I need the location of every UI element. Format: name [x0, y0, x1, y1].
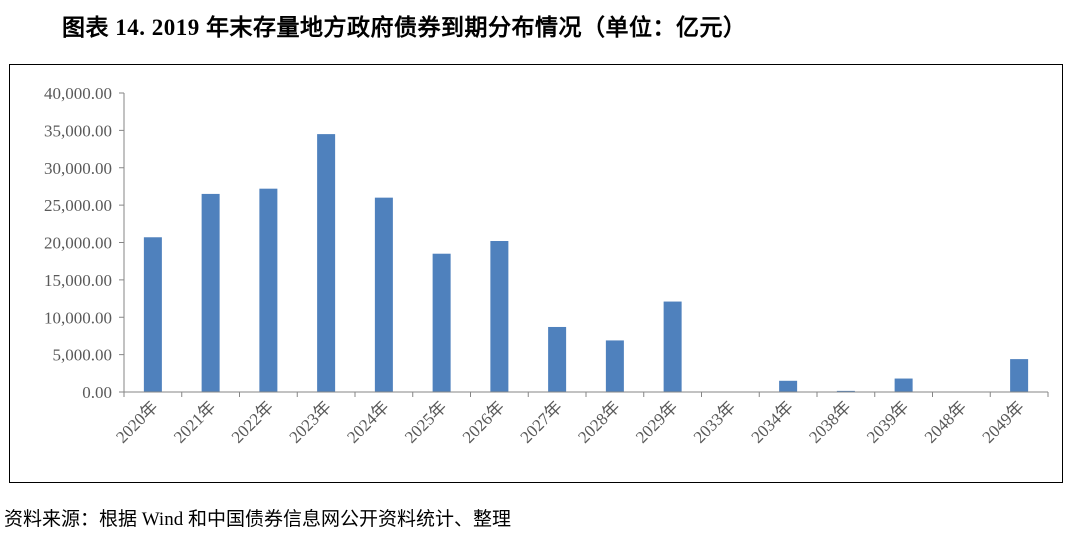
x-tick-label: 2025年 — [401, 397, 450, 446]
x-tick-label: 2020年 — [112, 397, 161, 446]
y-axis-ticks: 0.00 5,000.00 10,000.00 15,000.00 20,000.00 2… — [44, 84, 124, 402]
bar-2020年 — [143, 237, 162, 392]
bars — [143, 134, 1029, 393]
y-tick-label: 5,000.00 — [53, 346, 113, 365]
y-tick-label: 30,000.00 — [44, 159, 112, 178]
bar-2049年 — [1010, 359, 1029, 392]
x-tick-label: 2024年 — [343, 397, 392, 446]
x-axis-ticks: 2020年 2021年 2022年 2023年 2024年 2025年 2026年 2027年… — [112, 397, 1028, 446]
y-tick-label: 20,000.00 — [44, 234, 112, 253]
bar-2021年 — [201, 193, 220, 392]
bar-2029年 — [663, 301, 682, 392]
bar-2026年 — [490, 241, 509, 392]
axes — [123, 93, 1049, 397]
x-tick-label: 2028年 — [574, 397, 623, 446]
y-tick-label: 10,000.00 — [44, 308, 112, 327]
y-tick-label: 40,000.00 — [44, 84, 112, 103]
bar-2039年 — [894, 378, 913, 392]
y-tick-label: 35,000.00 — [44, 121, 112, 140]
x-tick-label: 2049年 — [978, 397, 1027, 446]
bar-2023年 — [317, 134, 336, 393]
x-tick-label: 2026年 — [459, 397, 508, 446]
y-tick-label: 15,000.00 — [44, 271, 112, 290]
x-tick-label: 2038年 — [805, 397, 854, 446]
x-tick-label: 2029年 — [632, 397, 681, 446]
x-tick-label: 2033年 — [690, 397, 739, 446]
x-tick-label: 2034年 — [747, 397, 796, 446]
figure-title: 图表 14. 2019 年末存量地方政府债券到期分布情况（单位：亿元） — [62, 15, 747, 40]
bar-2025年 — [432, 253, 451, 392]
bar-2024年 — [374, 197, 393, 392]
x-tick-label: 2023年 — [285, 397, 334, 446]
bar-2027年 — [548, 326, 567, 392]
bar-2038年 — [836, 390, 855, 392]
x-tick-label: 2022年 — [228, 397, 277, 446]
y-tick-label: 0.00 — [82, 383, 112, 402]
x-tick-label: 2021年 — [170, 397, 219, 446]
bar-2034年 — [779, 380, 798, 392]
y-tick-label: 25,000.00 — [44, 196, 112, 215]
x-tick-label: 2048年 — [921, 397, 970, 446]
chart-frame: 0.00 5,000.00 10,000.00 15,000.00 20,000.00 2… — [9, 64, 1063, 483]
x-tick-label: 2039年 — [863, 397, 912, 446]
source-note: 资料来源：根据 Wind 和中国债券信息网公开资料统计、整理 — [4, 509, 511, 530]
x-tick-label: 2027年 — [516, 397, 565, 446]
bar-2022年 — [259, 188, 278, 392]
bar-chart: 0.00 5,000.00 10,000.00 15,000.00 20,000.00 2… — [44, 84, 1049, 447]
bar-2028年 — [605, 340, 624, 392]
